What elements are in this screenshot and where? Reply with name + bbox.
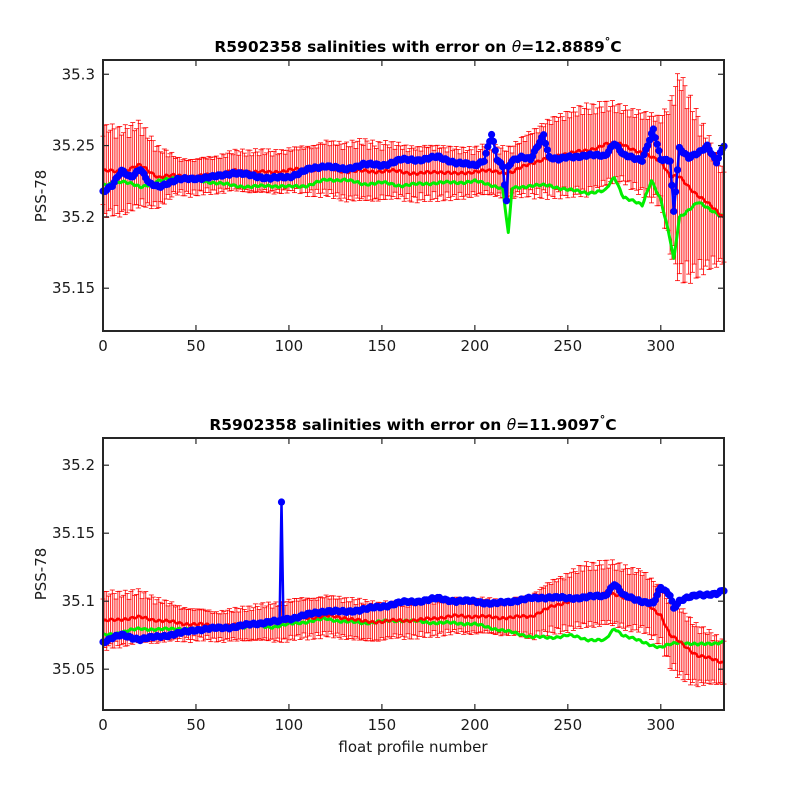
top-float-point [541, 139, 550, 148]
bottom-float-markers [99, 498, 728, 647]
top-float-point [480, 157, 488, 165]
top-float-point [649, 125, 657, 133]
top-axes-frame [102, 59, 725, 332]
bottom-plot-area [103, 438, 724, 710]
top-float-point [543, 146, 551, 154]
top-float-point [646, 136, 654, 144]
top-float-point [673, 166, 682, 174]
top-panel: 0 50 100 150 200 250 300 35.15 35.2 35.25 35.3 R5… [32, 35, 728, 355]
top-y-ticks: 35.15 35.2 35.25 35.3 [52, 65, 724, 297]
bottom-y-tick-label: 35.15 [52, 524, 95, 542]
top-y-tick-label: 35.25 [52, 137, 95, 155]
top-chart-title: R5902358 salinities with error on θ=12.8… [214, 35, 621, 56]
top-float-point [499, 163, 507, 171]
top-y-tick-label: 35.15 [52, 279, 95, 297]
bottom-float-point [668, 597, 676, 605]
top-float-point [668, 181, 676, 189]
top-float-point [491, 146, 499, 155]
top-x-tick-label: 200 [461, 337, 490, 355]
top-float-point [653, 140, 661, 148]
top-float-point [638, 157, 646, 165]
bottom-y-axis-label: PSS-78 [32, 548, 50, 601]
top-x-tick-label: 100 [275, 337, 304, 355]
top-float-point [501, 181, 509, 189]
top-float-point [651, 134, 659, 142]
bottom-x-axis-label: float profile number [338, 738, 488, 756]
top-y-tick-label: 35.2 [62, 208, 95, 226]
top-x-tick-label: 50 [186, 337, 205, 355]
top-x-tick-label: 0 [98, 337, 108, 355]
top-float-point [655, 147, 663, 155]
top-float-point [670, 207, 678, 215]
top-x-tick-label: 300 [646, 337, 675, 355]
bottom-axes-frame [102, 437, 725, 711]
top-float-point [540, 131, 548, 139]
top-y-axis-label: PSS-78 [32, 170, 50, 223]
bottom-float-point [277, 498, 286, 506]
bottom-x-ticks: 0 50 100 150 200 250 300 [98, 438, 675, 734]
bottom-x-tick-label: 100 [275, 716, 304, 734]
top-float-markers [99, 125, 728, 215]
bottom-y-tick-label: 35.05 [52, 660, 95, 678]
bottom-y-tick-label: 35.1 [62, 592, 95, 610]
bottom-x-tick-label: 200 [461, 716, 490, 734]
top-float-point [644, 142, 652, 150]
bottom-x-tick-label: 0 [98, 716, 108, 734]
bottom-y-tick-label: 35.2 [62, 456, 95, 474]
bottom-y-ticks: 35.05 35.1 35.15 35.2 [52, 456, 724, 678]
bottom-x-tick-label: 300 [646, 716, 675, 734]
top-float-point [489, 137, 498, 145]
top-x-tick-label: 150 [368, 337, 397, 355]
top-float-point [666, 157, 674, 165]
bottom-panel: 0 50 100 150 200 250 300 35.05 35.1 35.15 35.2 R5… [32, 413, 728, 756]
bottom-x-tick-label: 250 [554, 716, 583, 734]
bottom-x-tick-label: 50 [186, 716, 205, 734]
top-x-tick-label: 250 [554, 337, 583, 355]
bottom-x-tick-label: 150 [368, 716, 397, 734]
top-x-ticks: 0 50 100 150 200 250 300 [98, 60, 675, 355]
top-float-point [487, 130, 496, 139]
top-float-point [502, 197, 511, 205]
bottom-chart-title: R5902358 salinities with error on θ=11.9… [209, 413, 616, 434]
top-float-point [482, 149, 490, 157]
top-y-tick-label: 35.3 [62, 65, 95, 83]
top-float-point [672, 188, 680, 196]
top-calibrated-line [102, 175, 726, 260]
top-float-point [714, 154, 723, 162]
